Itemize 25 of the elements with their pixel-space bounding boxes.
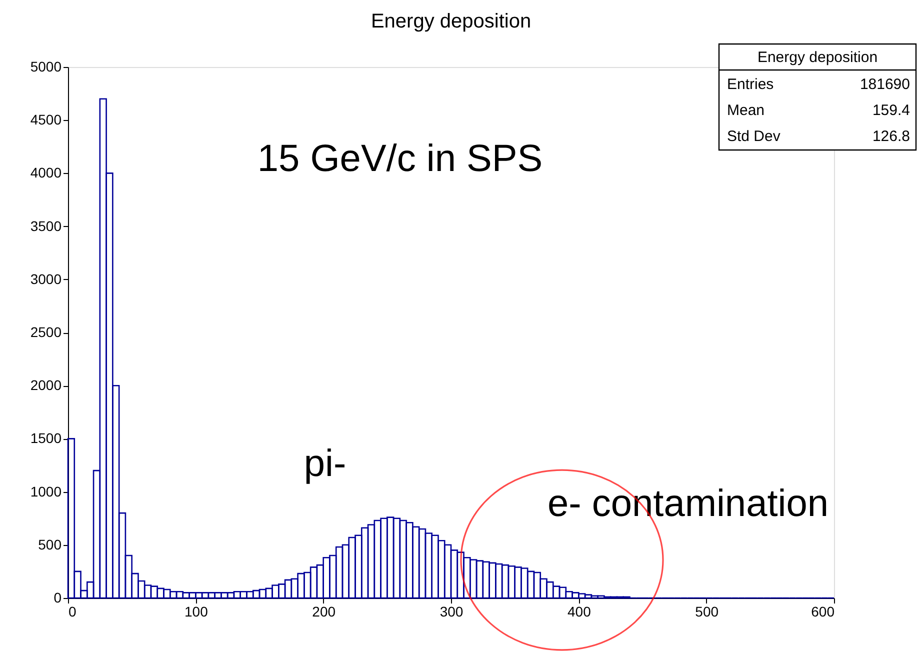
x-tick-label: 200 — [312, 604, 336, 620]
x-tick-label: 500 — [695, 604, 719, 620]
text: Std Dev 126.8 — [727, 128, 910, 145]
chart-title: Energy deposition — [370, 10, 532, 32]
y-tick-label: 2000 — [30, 377, 62, 394]
y-tick-label: 3500 — [30, 218, 62, 234]
text: Entries 181690 — [727, 76, 910, 93]
y-tick-label: 3000 — [30, 270, 62, 287]
x-tick-label: 300 — [440, 604, 464, 620]
y-tick-label: 500 — [38, 536, 62, 552]
x-tick-label: 600 — [811, 604, 835, 620]
y-tick-label: 0 — [54, 590, 62, 606]
x-tick-label: 100 — [184, 604, 208, 620]
y-tick-label: 1500 — [30, 430, 62, 446]
text: Energy deposition — [757, 49, 878, 66]
y-tick-label: 1000 — [30, 483, 62, 500]
y-tick-label: 4500 — [30, 112, 62, 128]
x-tick-label: 0 — [68, 604, 76, 620]
text: Mean 159.4 — [727, 102, 910, 119]
y-tick-label: 4000 — [30, 164, 62, 181]
annotation: 15 GeV/c in SPS — [257, 138, 543, 180]
y-tick-label: 5000 — [30, 58, 62, 74]
y-tick-label: 2500 — [30, 324, 62, 340]
x-tick-label: 400 — [567, 604, 592, 620]
annotation: pi- — [304, 443, 346, 485]
